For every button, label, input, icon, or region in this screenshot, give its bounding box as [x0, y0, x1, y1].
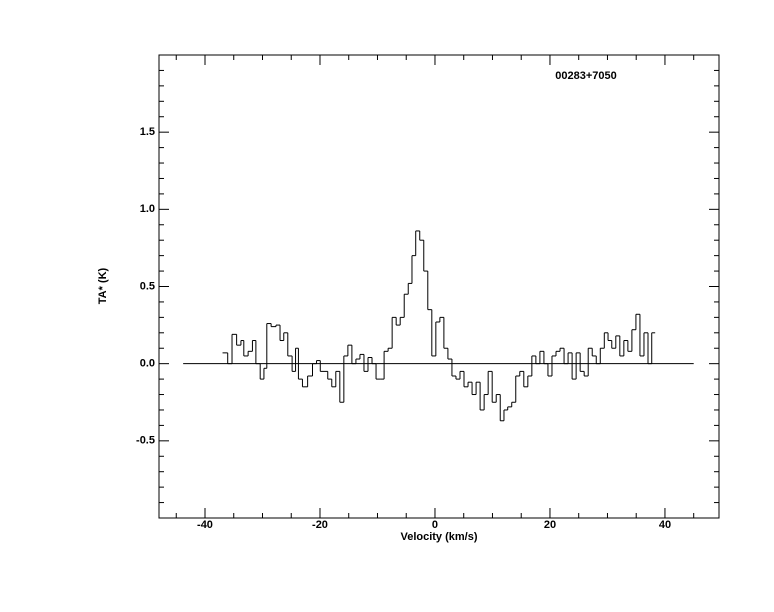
y-tick-label: 1.5: [140, 126, 155, 138]
y-tick-label: 1.0: [140, 203, 155, 215]
plot-frame: [158, 54, 720, 519]
x-tick-label: -40: [197, 519, 213, 531]
y-axis-title: TA* (K): [97, 267, 109, 304]
y-tick-label: 0.0: [140, 358, 155, 370]
x-tick-label: 40: [659, 519, 671, 531]
x-tick-label: 0: [432, 519, 438, 531]
y-tick-label: 0.5: [140, 280, 155, 292]
x-tick-label: -20: [312, 519, 328, 531]
x-axis-title: Velocity (km/s): [400, 531, 477, 543]
y-tick-label: -0.5: [136, 435, 155, 447]
x-tick-label: 20: [544, 519, 556, 531]
chart-title: 00283+7050: [555, 70, 616, 82]
